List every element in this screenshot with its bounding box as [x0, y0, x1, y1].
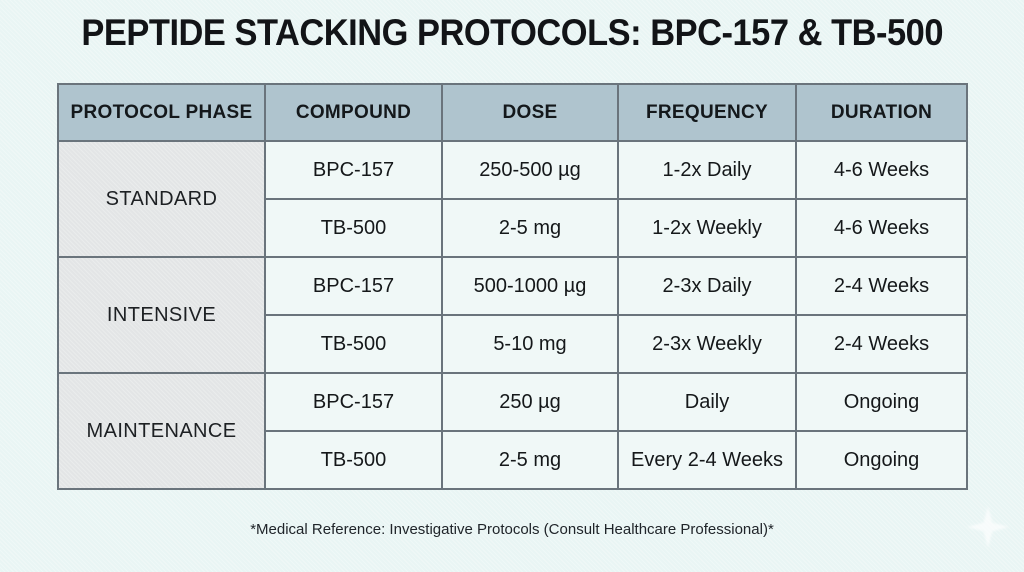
phase-cell-intensive: INTENSIVE: [57, 256, 266, 374]
dose-cell: 2-5 mg: [441, 430, 619, 490]
dose-cell: 250 µg: [441, 372, 619, 432]
compound-cell: TB-500: [264, 198, 443, 258]
compound-cell: BPC-157: [264, 256, 443, 316]
compound-cell: BPC-157: [264, 372, 443, 432]
four-point-star-icon: [967, 506, 1009, 548]
duration-cell: Ongoing: [795, 430, 968, 490]
col-header-protocol-phase: PROTOCOL PHASE: [57, 83, 266, 142]
dose-cell: 2-5 mg: [441, 198, 619, 258]
phase-cell-maintenance: MAINTENANCE: [57, 372, 266, 490]
col-header-frequency: FREQUENCY: [617, 83, 797, 142]
table-row: STANDARD BPC-157 250-500 µg 1-2x Daily 4…: [57, 140, 968, 258]
header-row: PROTOCOL PHASE COMPOUND DOSE FREQUENCY D…: [57, 83, 968, 142]
protocol-table: PROTOCOL PHASE COMPOUND DOSE FREQUENCY D…: [57, 83, 968, 490]
col-header-dose: DOSE: [441, 83, 619, 142]
compound-cell: TB-500: [264, 314, 443, 374]
frequency-cell: 1-2x Weekly: [617, 198, 797, 258]
dose-cell: 500-1000 µg: [441, 256, 619, 316]
page-title: PEPTIDE STACKING PROTOCOLS: BPC-157 & TB…: [81, 12, 943, 53]
col-header-duration: DURATION: [795, 83, 968, 142]
table-row: MAINTENANCE BPC-157 250 µg Daily Ongoing: [57, 372, 968, 490]
duration-cell: Ongoing: [795, 372, 968, 432]
compound-cell: TB-500: [264, 430, 443, 490]
medical-reference-note: *Medical Reference: Investigative Protoc…: [250, 521, 774, 538]
phase-cell-standard: STANDARD: [57, 140, 266, 258]
table-row: INTENSIVE BPC-157 500-1000 µg 2-3x Daily…: [57, 256, 968, 374]
table-row: TB-500 2-5 mg Every 2-4 Weeks Ongoing: [58, 430, 968, 490]
duration-cell: 4-6 Weeks: [795, 140, 968, 200]
page-title-wrap: PEPTIDE STACKING PROTOCOLS: BPC-157 & TB…: [0, 12, 1024, 54]
dose-cell: 250-500 µg: [441, 140, 619, 200]
frequency-cell: Daily: [617, 372, 797, 432]
duration-cell: 2-4 Weeks: [795, 256, 968, 316]
col-header-compound: COMPOUND: [264, 83, 443, 142]
frequency-cell: Every 2-4 Weeks: [617, 430, 797, 490]
duration-cell: 2-4 Weeks: [795, 314, 968, 374]
duration-cell: 4-6 Weeks: [795, 198, 968, 258]
table-row: TB-500 5-10 mg 2-3x Weekly 2-4 Weeks: [58, 314, 968, 374]
frequency-cell: 2-3x Weekly: [617, 314, 797, 374]
compound-cell: BPC-157: [264, 140, 443, 200]
frequency-cell: 1-2x Daily: [617, 140, 797, 200]
dose-cell: 5-10 mg: [441, 314, 619, 374]
table-row: TB-500 2-5 mg 1-2x Weekly 4-6 Weeks: [58, 198, 968, 258]
frequency-cell: 2-3x Daily: [617, 256, 797, 316]
